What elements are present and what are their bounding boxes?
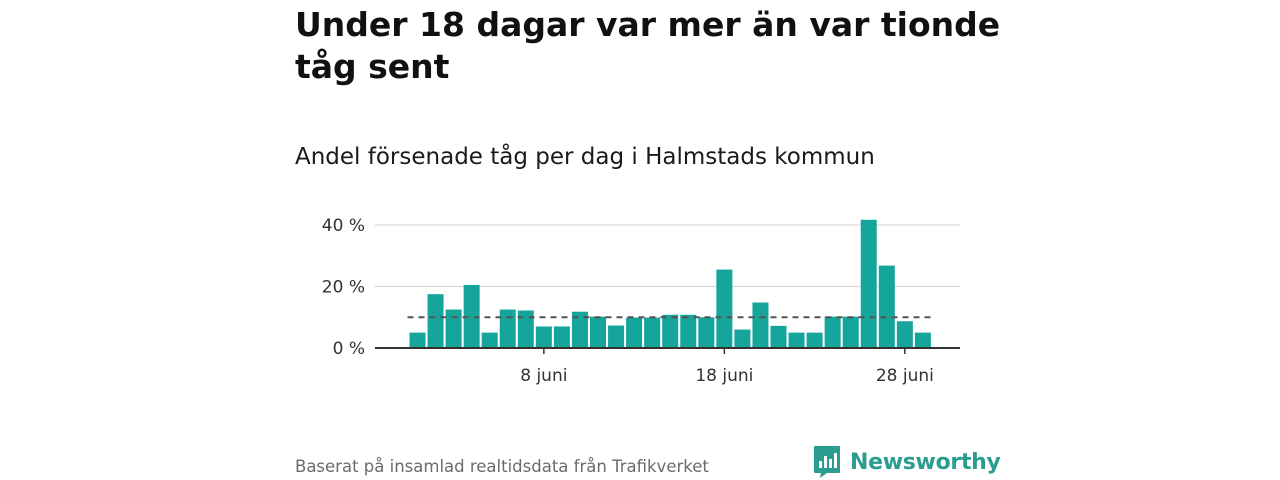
y-axis-ticks: 0 % 20 % 40 % <box>322 216 365 359</box>
bars <box>409 219 931 348</box>
bar <box>896 321 913 348</box>
bar <box>409 332 426 348</box>
x-tick-label: 18 juni <box>695 366 753 386</box>
bar <box>517 310 534 348</box>
bar <box>644 317 661 348</box>
bar-chart: 0 % 20 % 40 % 8 juni 18 juni 28 juni <box>322 216 960 386</box>
bar <box>499 309 516 348</box>
bar <box>608 325 625 348</box>
bar <box>427 294 444 348</box>
bar <box>571 311 588 348</box>
bar <box>770 325 787 348</box>
bar <box>680 314 697 348</box>
y-tick-label: 40 % <box>322 216 365 236</box>
bar <box>860 219 877 348</box>
newsworthy-logo-icon <box>814 446 840 478</box>
bar <box>788 332 805 348</box>
bar <box>878 265 895 348</box>
bar <box>535 326 552 348</box>
bar <box>626 317 643 348</box>
bar <box>734 329 751 348</box>
bar <box>463 284 480 348</box>
bar <box>590 316 606 348</box>
y-tick-label: 0 % <box>333 339 365 359</box>
source-note: Baserat på insamlad realtidsdata från Tr… <box>295 457 709 476</box>
bar <box>824 316 841 348</box>
bar <box>445 309 462 348</box>
bar <box>662 314 679 348</box>
bar <box>842 316 859 348</box>
bar <box>553 326 570 348</box>
bar <box>806 332 823 348</box>
bar <box>716 269 733 348</box>
y-tick-label: 20 % <box>322 278 365 298</box>
bar <box>752 302 769 348</box>
chart-title: Under 18 dagar var mer än var tionde tåg… <box>295 5 1001 86</box>
chart-subtitle: Andel försenade tåg per dag i Halmstads … <box>295 144 875 170</box>
x-axis-ticks: 8 juni 18 juni 28 juni <box>520 348 934 386</box>
bar <box>698 317 715 348</box>
bar <box>914 332 931 348</box>
x-tick-label: 8 juni <box>520 366 567 386</box>
bar <box>481 332 498 348</box>
x-tick-label: 28 juni <box>876 366 934 386</box>
brand-logo[interactable]: Newsworthy <box>813 446 1001 478</box>
brand-name: Newsworthy <box>850 449 1001 475</box>
